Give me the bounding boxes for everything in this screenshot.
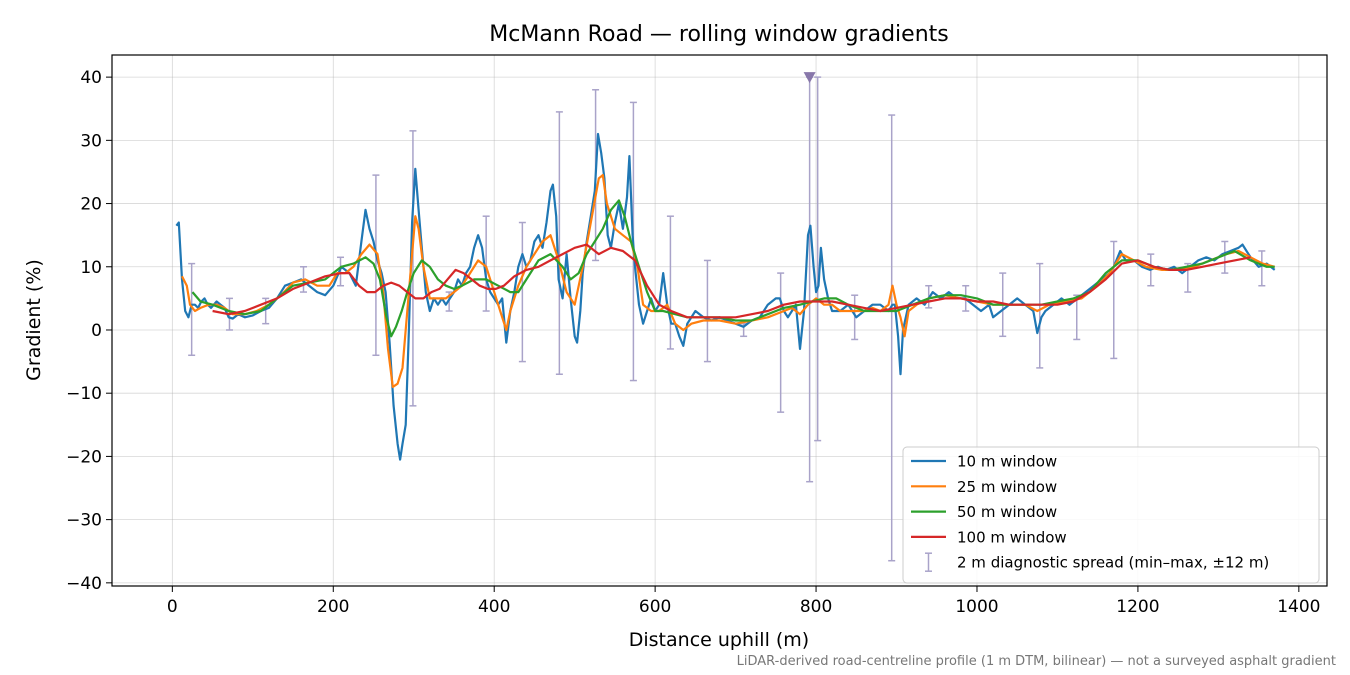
x-tick-label: 1200 (1116, 597, 1159, 617)
errorbar (482, 215, 490, 312)
y-tick-label: 10 (80, 258, 102, 278)
errorbar (851, 294, 859, 341)
errorbar (555, 111, 563, 375)
y-tick-label: −40 (66, 574, 102, 594)
y-tick-label: 40 (80, 68, 102, 88)
series-line-3 (191, 199, 1275, 338)
errorbar (814, 76, 822, 442)
x-tick-label: 200 (317, 597, 349, 617)
errorbar (806, 76, 814, 483)
errorbar (409, 130, 417, 407)
legend-label-1: 10 m window (957, 453, 1057, 471)
series-lines (175, 132, 1276, 461)
y-tick-label: −20 (66, 447, 102, 467)
legend-label-2: 25 m window (957, 478, 1057, 496)
errorbar (703, 259, 711, 363)
errorbar (372, 174, 380, 357)
x-axis-label: Distance uphill (m) (629, 629, 809, 651)
y-axis-ticks: −40 −30 −20 −10 0 10 20 30 40 (66, 68, 112, 594)
series-line-4 (212, 243, 1251, 319)
errorbar (337, 256, 345, 287)
x-tick-label: 1400 (1277, 597, 1320, 617)
legend-label-errorbars: 2 m diagnostic spread (min–max, ±12 m) (957, 554, 1269, 572)
y-tick-label: 30 (80, 131, 102, 151)
series-line-2 (181, 174, 1275, 388)
y-tick-label: 0 (91, 321, 102, 341)
footnote: LiDAR-derived road-centreline profile (1… (737, 654, 1336, 669)
y-tick-label: 20 (80, 195, 102, 215)
legend-label-3: 50 m window (957, 503, 1057, 521)
y-tick-label: −10 (66, 384, 102, 404)
errorbar (188, 262, 196, 357)
x-tick-label: 800 (800, 597, 832, 617)
errorbar (1036, 262, 1044, 369)
errorbar (888, 114, 896, 562)
plot-frame (111, 54, 1328, 587)
errorbar (666, 215, 674, 350)
errorbar (1110, 240, 1118, 360)
legend: 10 m window 25 m window 50 m window 100 m w… (902, 446, 1320, 584)
errorbar (1221, 240, 1229, 274)
x-axis-ticks: 0 200 400 600 800 1000 1200 1400 (167, 586, 1320, 617)
legend-label-4: 100 m window (957, 528, 1067, 546)
y-axis-label: Gradient (%) (23, 259, 45, 381)
errorbar (518, 221, 526, 363)
chart-title: McMann Road — rolling window gradients (489, 22, 948, 47)
clip-marker-triangle (803, 72, 816, 84)
x-tick-label: 0 (167, 597, 178, 617)
x-tick-label: 400 (478, 597, 510, 617)
series-line-1 (175, 132, 1276, 461)
y-tick-label: −30 (66, 511, 102, 531)
x-tick-label: 600 (639, 597, 671, 617)
marker-group (803, 72, 816, 84)
x-tick-label: 1000 (955, 597, 998, 617)
errorbar (777, 272, 785, 413)
legend-items: 10 m window 25 m window 50 m window 100 m w… (911, 453, 1269, 572)
errorbar (1258, 250, 1266, 287)
legend-box (902, 446, 1320, 584)
